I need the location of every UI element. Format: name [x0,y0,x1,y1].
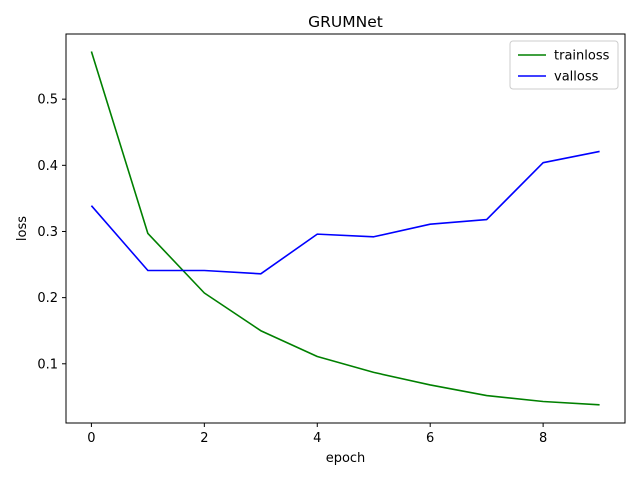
y-tick-label: 0.3 [37,225,58,240]
y-tick-label: 0.1 [37,357,58,372]
series-line-valloss [90,150,600,275]
x-tick-label: 0 [87,431,95,446]
plot-frame [65,33,626,424]
y-tick-label: 0.4 [37,159,58,174]
legend-label: trainloss [554,49,610,64]
x-axis: 0 2 4 6 8 [87,423,547,446]
series-line-trainloss [90,51,600,406]
y-tick-label: 0.5 [37,93,58,108]
x-tick-label: 2 [200,431,208,446]
series-lines [90,51,600,406]
legend-box [509,40,619,90]
x-tick-label: 4 [313,431,321,446]
x-tick-label: 6 [426,431,434,446]
x-axis-label: epoch [326,451,366,466]
x-tick-label: 8 [539,431,547,446]
legend: trainloss valloss [509,40,619,90]
y-axis-label: loss [15,216,30,241]
legend-label: valloss [554,70,599,85]
y-tick-label: 0.2 [37,291,58,306]
y-axis: 0.1 0.2 0.3 0.4 0.5 [37,93,66,372]
chart-title: GRUMNet [308,13,383,31]
